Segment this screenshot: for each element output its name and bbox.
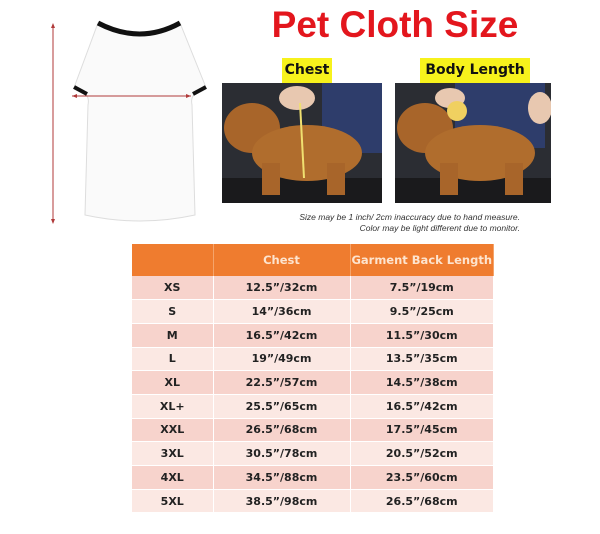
table-row: 4XL 34.5”/88cm 23.5”/60cm [132, 465, 494, 490]
cell-chest: 38.5”/98cm [213, 489, 351, 514]
cell-size: XXL [132, 418, 214, 443]
cell-size: M [132, 323, 214, 348]
table-row: XS 12.5”/32cm 7.5”/19cm [132, 276, 494, 301]
note-color: Color may be light different due to moni… [359, 223, 520, 233]
cell-back-length: 14.5”/38cm [350, 370, 494, 395]
chest-label: Chest [282, 58, 332, 83]
cell-back-length: 26.5”/68cm [350, 489, 494, 514]
cell-size: XS [132, 276, 214, 301]
cell-chest: 30.5”/78cm [213, 441, 351, 466]
shirt-collar [96, 20, 182, 37]
page-title: Pet Cloth Size [271, 4, 519, 45]
table-header: Chest Garment Back Length [132, 244, 494, 276]
header-size [132, 244, 214, 276]
cell-back-length: 17.5”/45cm [350, 418, 494, 443]
cell-chest: 14”/36cm [213, 299, 351, 324]
cell-size: 3XL [132, 441, 214, 466]
chest-measure-photo [222, 83, 382, 203]
cell-chest: 16.5”/42cm [213, 323, 351, 348]
cell-back-length: 16.5”/42cm [350, 394, 494, 419]
left-sleeve-cuff [73, 85, 88, 96]
table-row: XL 22.5”/57cm 14.5”/38cm [132, 370, 494, 395]
cell-size: 4XL [132, 465, 214, 490]
table-row: XXL 26.5”/68cm 17.5”/45cm [132, 418, 494, 443]
table-row: 5XL 38.5”/98cm 26.5”/68cm [132, 489, 494, 514]
table-row: 3XL 30.5”/78cm 20.5”/52cm [132, 441, 494, 466]
cell-size: L [132, 347, 214, 372]
cell-chest: 19”/49cm [213, 347, 351, 372]
cell-size: 5XL [132, 489, 214, 514]
cell-chest: 26.5”/68cm [213, 418, 351, 443]
cell-chest: 34.5”/88cm [213, 465, 351, 490]
shirt-diagram [51, 20, 207, 224]
table-row: L 19”/49cm 13.5”/35cm [132, 347, 494, 372]
cell-back-length: 13.5”/35cm [350, 347, 494, 372]
cell-size: S [132, 299, 214, 324]
cell-back-length: 11.5”/30cm [350, 323, 494, 348]
right-sleeve-cuff [192, 85, 207, 96]
cell-size: XL+ [132, 394, 214, 419]
cell-chest: 22.5”/57cm [213, 370, 351, 395]
disclaimer-note: Size may be 1 inch/ 2cm inaccuracy due t… [200, 212, 520, 234]
cell-back-length: 7.5”/19cm [350, 276, 494, 301]
size-table: Chest Garment Back Length XS 12.5”/32cm 7.… [132, 244, 494, 514]
table-row: XL+ 25.5”/65cm 16.5”/42cm [132, 394, 494, 419]
header-back-length: Garment Back Length [350, 244, 494, 276]
note-accuracy: Size may be 1 inch/ 2cm inaccuracy due t… [299, 212, 520, 222]
cell-size: XL [132, 370, 214, 395]
cell-chest: 25.5”/65cm [213, 394, 351, 419]
cell-chest: 12.5”/32cm [213, 276, 351, 301]
body-length-label: Body Length [420, 58, 530, 83]
shirt-shape [74, 22, 206, 222]
table-row: M 16.5”/42cm 11.5”/30cm [132, 323, 494, 348]
cell-back-length: 9.5”/25cm [350, 299, 494, 324]
cell-back-length: 20.5”/52cm [350, 441, 494, 466]
header-chest: Chest [213, 244, 351, 276]
body-length-measure-photo [395, 83, 551, 203]
table-row: S 14”/36cm 9.5”/25cm [132, 299, 494, 324]
cell-back-length: 23.5”/60cm [350, 465, 494, 490]
